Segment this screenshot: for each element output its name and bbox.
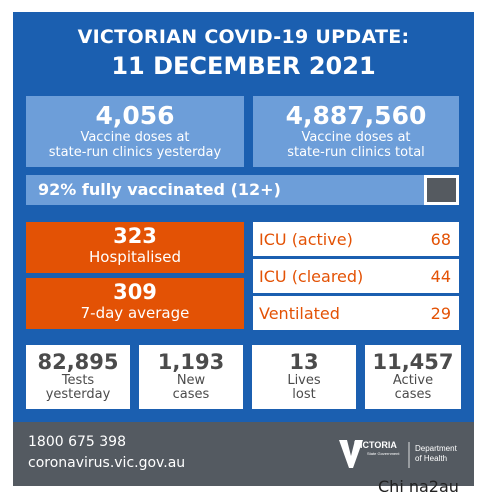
lives-lost-label-1: Lives (287, 373, 321, 388)
seven-day-average-box: 309 7-day average (26, 278, 244, 329)
icu-cleared-label: ICU (cleared) (259, 267, 364, 286)
hospitalised-value: 323 (113, 224, 157, 248)
icu-cleared-value: 44 (430, 267, 451, 286)
lives-lost-value: 13 (289, 350, 319, 374)
stat-card-tests: 82,895 Tests yesterday (26, 345, 130, 409)
ventilated-value: 29 (430, 304, 451, 323)
title-line-1: VICTORIAN COVID-19 UPDATE: (77, 26, 410, 48)
logo-state-government-text: State Government (367, 451, 400, 456)
unvaccinated-remainder (427, 178, 456, 202)
hospitalised-box: 323 Hospitalised (26, 222, 244, 273)
icu-active-row: ICU (active) 68 (253, 222, 459, 256)
seven-day-average-value: 309 (113, 280, 157, 304)
website-link[interactable]: coronavirus.vic.gov.au (28, 455, 186, 471)
icu-cleared-row: ICU (cleared) 44 (253, 259, 459, 293)
new-cases-label-1: New (176, 373, 206, 388)
victoria-v-icon (339, 440, 363, 468)
vaccine-yesterday-box: 4,056 Vaccine doses at state-run clinics… (26, 96, 244, 167)
stat-card-new-cases: 1,193 New cases (139, 345, 243, 409)
fully-vaccinated-label: 92% fully vaccinated (12+) (38, 180, 281, 199)
phone-number[interactable]: 1800 675 398 (28, 434, 126, 450)
fully-vaccinated-bar: 92% fully vaccinated (12+) (26, 175, 459, 205)
logo-department-text: Department (415, 444, 458, 453)
ventilated-row: Ventilated 29 (253, 296, 459, 330)
victoria-health-logo: VICTORIA State Government Department of … (339, 440, 458, 468)
logo-health-text: of Health (415, 454, 447, 463)
vaccine-yesterday-label-2: state-run clinics yesterday (48, 145, 222, 160)
fully-vaccinated-fill (26, 175, 425, 205)
stat-card-active-cases: 11,457 Active cases (365, 345, 461, 409)
logo-state-text: VICTORIA (354, 440, 397, 450)
active-cases-value: 11,457 (372, 350, 454, 374)
tests-label-1: Tests (61, 373, 95, 388)
footer: 1800 675 398 coronavirus.vic.gov.au VICT… (13, 422, 474, 486)
ventilated-label: Ventilated (259, 304, 340, 323)
tests-value: 82,895 (37, 350, 119, 374)
tests-label-2: yesterday (45, 387, 111, 402)
covid-update-panel: VICTORIAN COVID-19 UPDATE: 11 DECEMBER 2… (13, 12, 474, 486)
vaccine-yesterday-value: 4,056 (95, 101, 175, 130)
new-cases-value: 1,193 (157, 350, 225, 374)
vaccine-total-value: 4,887,560 (285, 101, 427, 130)
vaccine-total-box: 4,887,560 Vaccine doses at state-run cli… (253, 96, 459, 167)
hospitalised-label: Hospitalised (89, 248, 181, 266)
watermark: Chi na2au (378, 477, 459, 496)
new-cases-label-2: cases (172, 387, 210, 402)
active-cases-label-2: cases (394, 387, 432, 402)
seven-day-average-label: 7-day average (80, 304, 190, 322)
active-cases-label-1: Active (392, 373, 434, 388)
vaccine-total-label-1: Vaccine doses at (301, 130, 411, 145)
vaccine-total-label-2: state-run clinics total (287, 145, 425, 160)
stat-card-lives-lost: 13 Lives lost (252, 345, 356, 409)
icu-active-value: 68 (430, 230, 451, 249)
vaccine-yesterday-label-1: Vaccine doses at (80, 130, 190, 145)
lives-lost-label-2: lost (292, 387, 316, 402)
title-date: 11 DECEMBER 2021 (111, 52, 376, 80)
icu-active-label: ICU (active) (259, 230, 353, 249)
